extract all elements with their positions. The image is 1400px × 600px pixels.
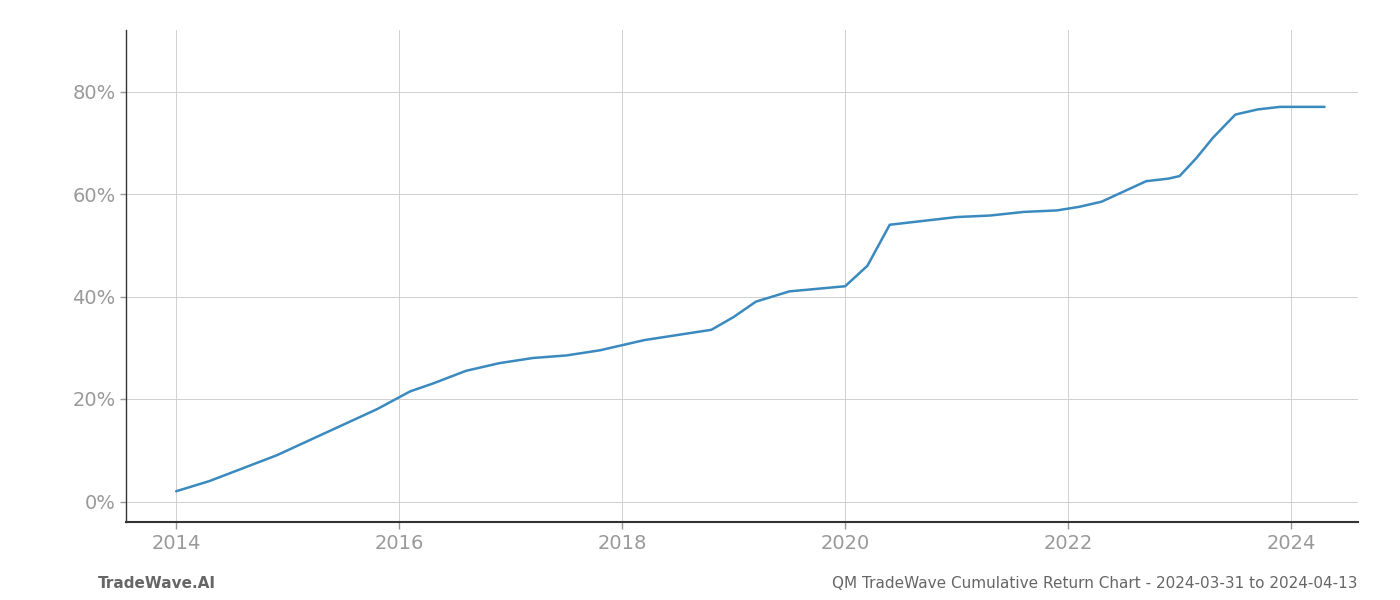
Text: QM TradeWave Cumulative Return Chart - 2024-03-31 to 2024-04-13: QM TradeWave Cumulative Return Chart - 2… (833, 576, 1358, 591)
Text: TradeWave.AI: TradeWave.AI (98, 576, 216, 591)
